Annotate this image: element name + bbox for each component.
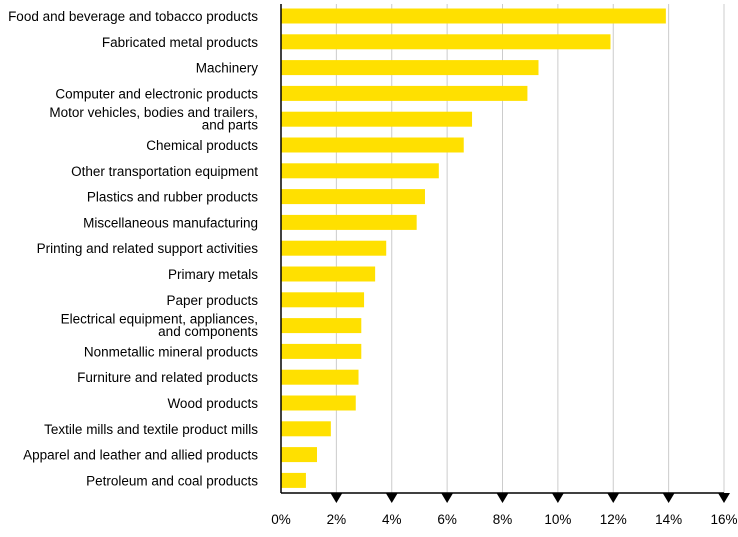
bar	[281, 85, 528, 101]
x-axis-ticks: 0% 2% 4% 6% 8% 10% 12% 14% 16%	[271, 493, 738, 527]
x-tick-label: 10%	[544, 512, 571, 527]
category-label: Fabricated metal products	[102, 35, 258, 50]
category-label: Petroleum and coal products	[86, 473, 258, 488]
category-label: Miscellaneous manufacturing	[83, 215, 258, 230]
category-label: Plastics and rubber products	[87, 190, 258, 205]
category-label-line: and parts	[202, 118, 259, 133]
gridlines	[335, 4, 725, 493]
category-label: Chemical products	[146, 138, 258, 153]
bar	[281, 472, 306, 488]
category-label: Motor vehicles, bodies and trailers, and …	[49, 105, 258, 133]
category-label: Food and beverage and tobacco products	[8, 9, 258, 24]
category-label-line: Electrical equipment, appliances,	[61, 312, 258, 327]
category-label: Textile mills and textile product mills	[44, 422, 258, 437]
bar	[281, 163, 439, 179]
bar	[281, 369, 359, 385]
bar	[281, 34, 611, 50]
category-label: Other transportation equipment	[71, 164, 258, 179]
bar	[281, 318, 362, 334]
bar	[281, 111, 473, 127]
bar	[281, 189, 425, 205]
category-label: Machinery	[196, 61, 259, 76]
category-label-line: and components	[158, 324, 258, 339]
tick-marker	[718, 493, 730, 503]
bars	[281, 8, 666, 488]
x-tick-label: 2%	[327, 512, 347, 527]
bar	[281, 343, 362, 359]
tick-marker	[662, 493, 675, 503]
x-tick-label: 14%	[655, 512, 682, 527]
x-tick-label: 0%	[271, 512, 291, 527]
category-label: Electrical equipment, appliances, and com…	[61, 312, 259, 340]
bar	[281, 292, 365, 308]
bar	[281, 8, 666, 24]
tick-marker	[385, 493, 398, 503]
bar	[281, 137, 464, 153]
x-tick-label: 8%	[493, 512, 513, 527]
tick-marker	[496, 493, 509, 503]
x-tick-label: 6%	[437, 512, 457, 527]
category-label: Paper products	[166, 293, 258, 308]
category-label-line: Motor vehicles, bodies and trailers,	[49, 105, 258, 120]
bar	[281, 395, 356, 411]
tick-marker	[330, 493, 343, 503]
category-label: Primary metals	[168, 267, 258, 282]
category-label: Wood products	[167, 396, 258, 411]
category-labels: Food and beverage and tobacco products Fa…	[8, 9, 258, 488]
category-label: Computer and electronic products	[55, 86, 258, 101]
bar	[281, 60, 539, 76]
category-label: Furniture and related products	[77, 370, 258, 385]
x-tick-label: 4%	[382, 512, 402, 527]
bar	[281, 266, 376, 282]
category-label: Apparel and leather and allied products	[23, 448, 258, 463]
tick-marker	[551, 493, 564, 503]
tick-marker	[441, 493, 454, 503]
category-label: Printing and related support activities	[37, 241, 259, 256]
tick-marker	[607, 493, 620, 503]
category-label: Nonmetallic mineral products	[84, 344, 258, 359]
x-tick-label: 12%	[600, 512, 627, 527]
bar	[281, 421, 331, 437]
bar	[281, 214, 417, 230]
bar	[281, 240, 387, 256]
bar	[281, 447, 317, 463]
x-tick-label: 16%	[710, 512, 737, 527]
